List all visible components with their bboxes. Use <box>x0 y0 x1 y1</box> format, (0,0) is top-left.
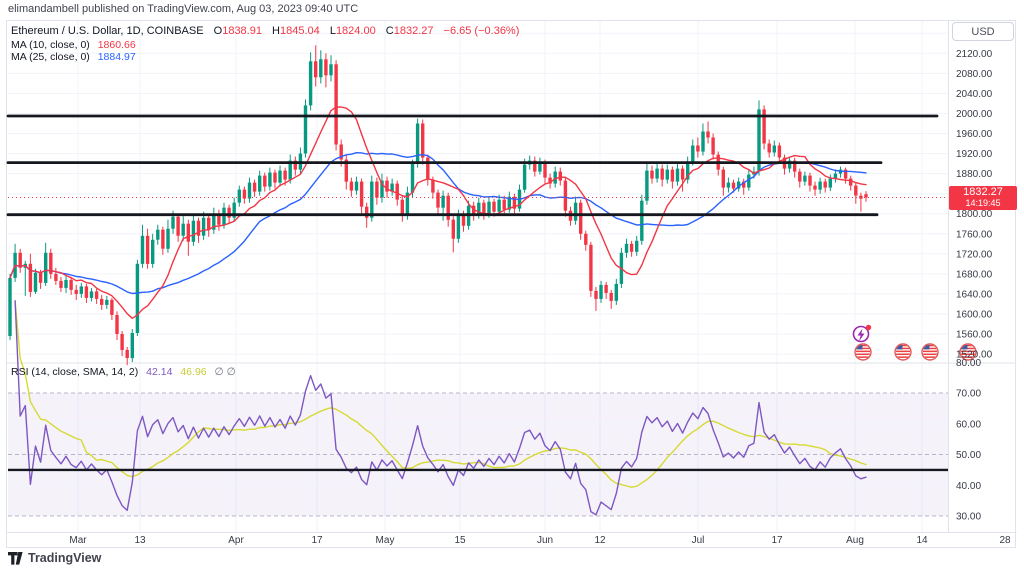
publish-header: elimandambell published on TradingView.c… <box>8 3 359 15</box>
price-axis-label: 2120.00 <box>956 49 993 60</box>
time-axis-label: 12 <box>594 535 606 546</box>
ma10-label: MA (10, close, 0) <box>11 39 90 51</box>
price-axis-label: 1600.00 <box>956 310 993 321</box>
price-axis-label: 2040.00 <box>956 89 993 100</box>
rsi-axis-label: 60.00 <box>956 419 981 430</box>
high-label: H <box>272 25 280 37</box>
tradingview-logo-icon <box>8 551 23 565</box>
us-flag-event-icon[interactable] <box>921 343 939 361</box>
change-value: −6.65 (−0.36%) <box>443 25 520 37</box>
rsi-empty-values: ∅ ∅ <box>214 366 236 378</box>
time-axis-label: Aug <box>846 535 864 546</box>
rsi-legend: RSI (14, close, SMA, 14, 2) 42.14 46.96 … <box>11 366 236 378</box>
price-axis-label: 1760.00 <box>956 229 993 240</box>
time-axis-label: 14 <box>916 535 928 546</box>
rsi-axis-label: 80.00 <box>956 358 981 369</box>
time-axis[interactable]: Mar 13 Apr 17 May 15 Jun 12 Jul 17 Aug 14 28 <box>69 535 1011 546</box>
rsi-ma-line <box>14 300 867 488</box>
tradingview-footer: TradingView <box>8 551 101 565</box>
open-value: 1838.91 <box>222 25 262 37</box>
price-axis-label: 1680.00 <box>956 269 993 280</box>
time-axis-label: Mar <box>69 535 87 546</box>
ma25-legend: MA (25, close, 0) 1884.97 <box>11 51 136 63</box>
us-flag-event-icon[interactable] <box>854 343 872 361</box>
currency-button[interactable]: USD <box>952 22 1014 41</box>
time-axis-label: Jun <box>537 535 553 546</box>
rsi-axis-label: 40.00 <box>956 481 981 492</box>
rsi-label: RSI (14, close, SMA, 14, 2) <box>11 366 139 378</box>
rsi-line <box>14 300 867 516</box>
price-axis-label: 2080.00 <box>956 69 993 80</box>
us-flag-event-icon[interactable] <box>894 343 912 361</box>
time-axis-label: 28 <box>999 535 1011 546</box>
high-value: 1845.04 <box>279 25 320 37</box>
rsi-band <box>8 392 948 517</box>
price-axis[interactable]: 2120.00 2080.00 2040.00 2000.00 1960.00 1920.… <box>956 49 993 523</box>
ma25-value: 1884.97 <box>97 51 136 63</box>
current-price-value: 1832.27 <box>963 186 1003 198</box>
price-axis-label: 1960.00 <box>956 129 993 140</box>
time-axis-label: 17 <box>311 535 323 546</box>
price-axis-label: 1880.00 <box>956 169 993 180</box>
ma10-value: 1860.66 <box>97 39 136 51</box>
symbol-title: Ethereum / U.S. Dollar, 1D, COINBASE <box>11 25 204 37</box>
low-value: 1824.00 <box>335 25 376 37</box>
ma25-label: MA (25, close, 0) <box>11 51 90 63</box>
rsi-axis-label: 70.00 <box>956 389 981 400</box>
ma10-line <box>9 106 867 319</box>
rsi-axis-label: 50.00 <box>956 450 981 461</box>
price-axis-label: 1920.00 <box>956 149 993 160</box>
open-label: O <box>213 25 223 37</box>
time-axis-label: Apr <box>228 535 244 546</box>
time-axis-label: 13 <box>134 535 146 546</box>
time-axis-label: Jul <box>692 535 705 546</box>
price-axis-label: 1720.00 <box>956 249 993 260</box>
event-markers[interactable] <box>852 324 977 361</box>
current-price-label: 1832.27 14:19:45 <box>949 186 1017 210</box>
pane-separators <box>6 21 1017 533</box>
ma10-legend: MA (10, close, 0) 1860.66 <box>11 39 136 51</box>
rsi-ma-value: 46.96 <box>180 366 207 378</box>
notification-dot-icon <box>865 324 872 331</box>
ma25-line <box>9 151 867 295</box>
chart-card <box>6 20 1016 548</box>
price-axis-label: 1640.00 <box>956 289 993 300</box>
us-flag-event-icon[interactable] <box>959 343 977 361</box>
price-axis-label: 2000.00 <box>956 109 993 120</box>
price-axis-label: 1560.00 <box>956 330 993 341</box>
time-axis-label: 15 <box>454 535 466 546</box>
rsi-axis-label: 30.00 <box>956 512 981 523</box>
time-axis-label: May <box>376 535 395 546</box>
price-axis-label: 1520.00 <box>956 350 993 361</box>
bar-close-countdown: 14:19:45 <box>965 197 1001 208</box>
tradingview-brand-text: TradingView <box>28 551 102 565</box>
close-value: 1832.27 <box>393 25 434 37</box>
symbol-legend: Ethereum / U.S. Dollar, 1D, COINBASE O18… <box>11 25 519 37</box>
close-label: C <box>385 25 394 37</box>
idea-lightning-icon[interactable] <box>852 324 872 343</box>
rsi-value: 42.14 <box>146 366 173 378</box>
low-label: L <box>329 25 336 37</box>
time-axis-label: 17 <box>771 535 783 546</box>
price-axis-label: 1800.00 <box>956 209 993 220</box>
